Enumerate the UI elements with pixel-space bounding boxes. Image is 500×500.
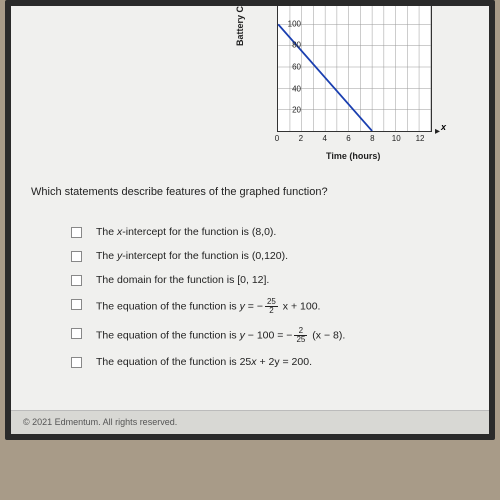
option-row: The y-intercept for the function is (0,1… [71, 250, 469, 262]
option-text: The equation of the function is y = −252… [96, 298, 320, 315]
chart: Battery Charge (%) Time (hours) ▸ x 1201… [241, 6, 461, 163]
x-tick: 0 [275, 134, 279, 143]
options-list: The x-intercept for the function is (8,0… [71, 226, 469, 380]
y-tick: 80 [292, 41, 301, 50]
question-text: Which statements describe features of th… [31, 186, 328, 198]
copyright-footer: © 2021 Edmentum. All rights reserved. [11, 410, 489, 434]
y-tick: 120 [288, 6, 301, 7]
x-arrow: ▸ [435, 126, 440, 137]
option-row: The domain for the function is [0, 12]. [71, 274, 469, 286]
option-checkbox[interactable] [71, 299, 82, 310]
y-tick: 100 [288, 19, 301, 28]
x-tick: 4 [322, 134, 326, 143]
option-checkbox[interactable] [71, 275, 82, 286]
option-row: The equation of the function is y = −252… [71, 298, 469, 315]
y-tick: 20 [292, 106, 301, 115]
option-text: The equation of the function is y − 100 … [96, 327, 345, 344]
option-text: The x-intercept for the function is (8,0… [96, 226, 276, 238]
option-text: The equation of the function is 25x + 2y… [96, 356, 312, 368]
x-tick: 8 [370, 134, 374, 143]
option-text: The y-intercept for the function is (0,1… [96, 250, 288, 262]
option-checkbox[interactable] [71, 251, 82, 262]
x-tick: 6 [346, 134, 350, 143]
option-checkbox[interactable] [71, 227, 82, 238]
x-tick: 2 [299, 134, 303, 143]
y-tick: 40 [292, 84, 301, 93]
option-row: The x-intercept for the function is (8,0… [71, 226, 469, 238]
x-variable: x [441, 122, 446, 132]
option-checkbox[interactable] [71, 328, 82, 339]
x-axis-label: Time (hours) [326, 151, 380, 161]
option-row: The equation of the function is y − 100 … [71, 327, 469, 344]
x-tick: 12 [416, 134, 425, 143]
option-checkbox[interactable] [71, 357, 82, 368]
option-text: The domain for the function is [0, 12]. [96, 274, 269, 286]
x-tick: 10 [392, 134, 401, 143]
y-axis-label: Battery Charge (%) [235, 6, 245, 46]
option-row: The equation of the function is 25x + 2y… [71, 356, 469, 368]
y-tick: 60 [292, 63, 301, 72]
